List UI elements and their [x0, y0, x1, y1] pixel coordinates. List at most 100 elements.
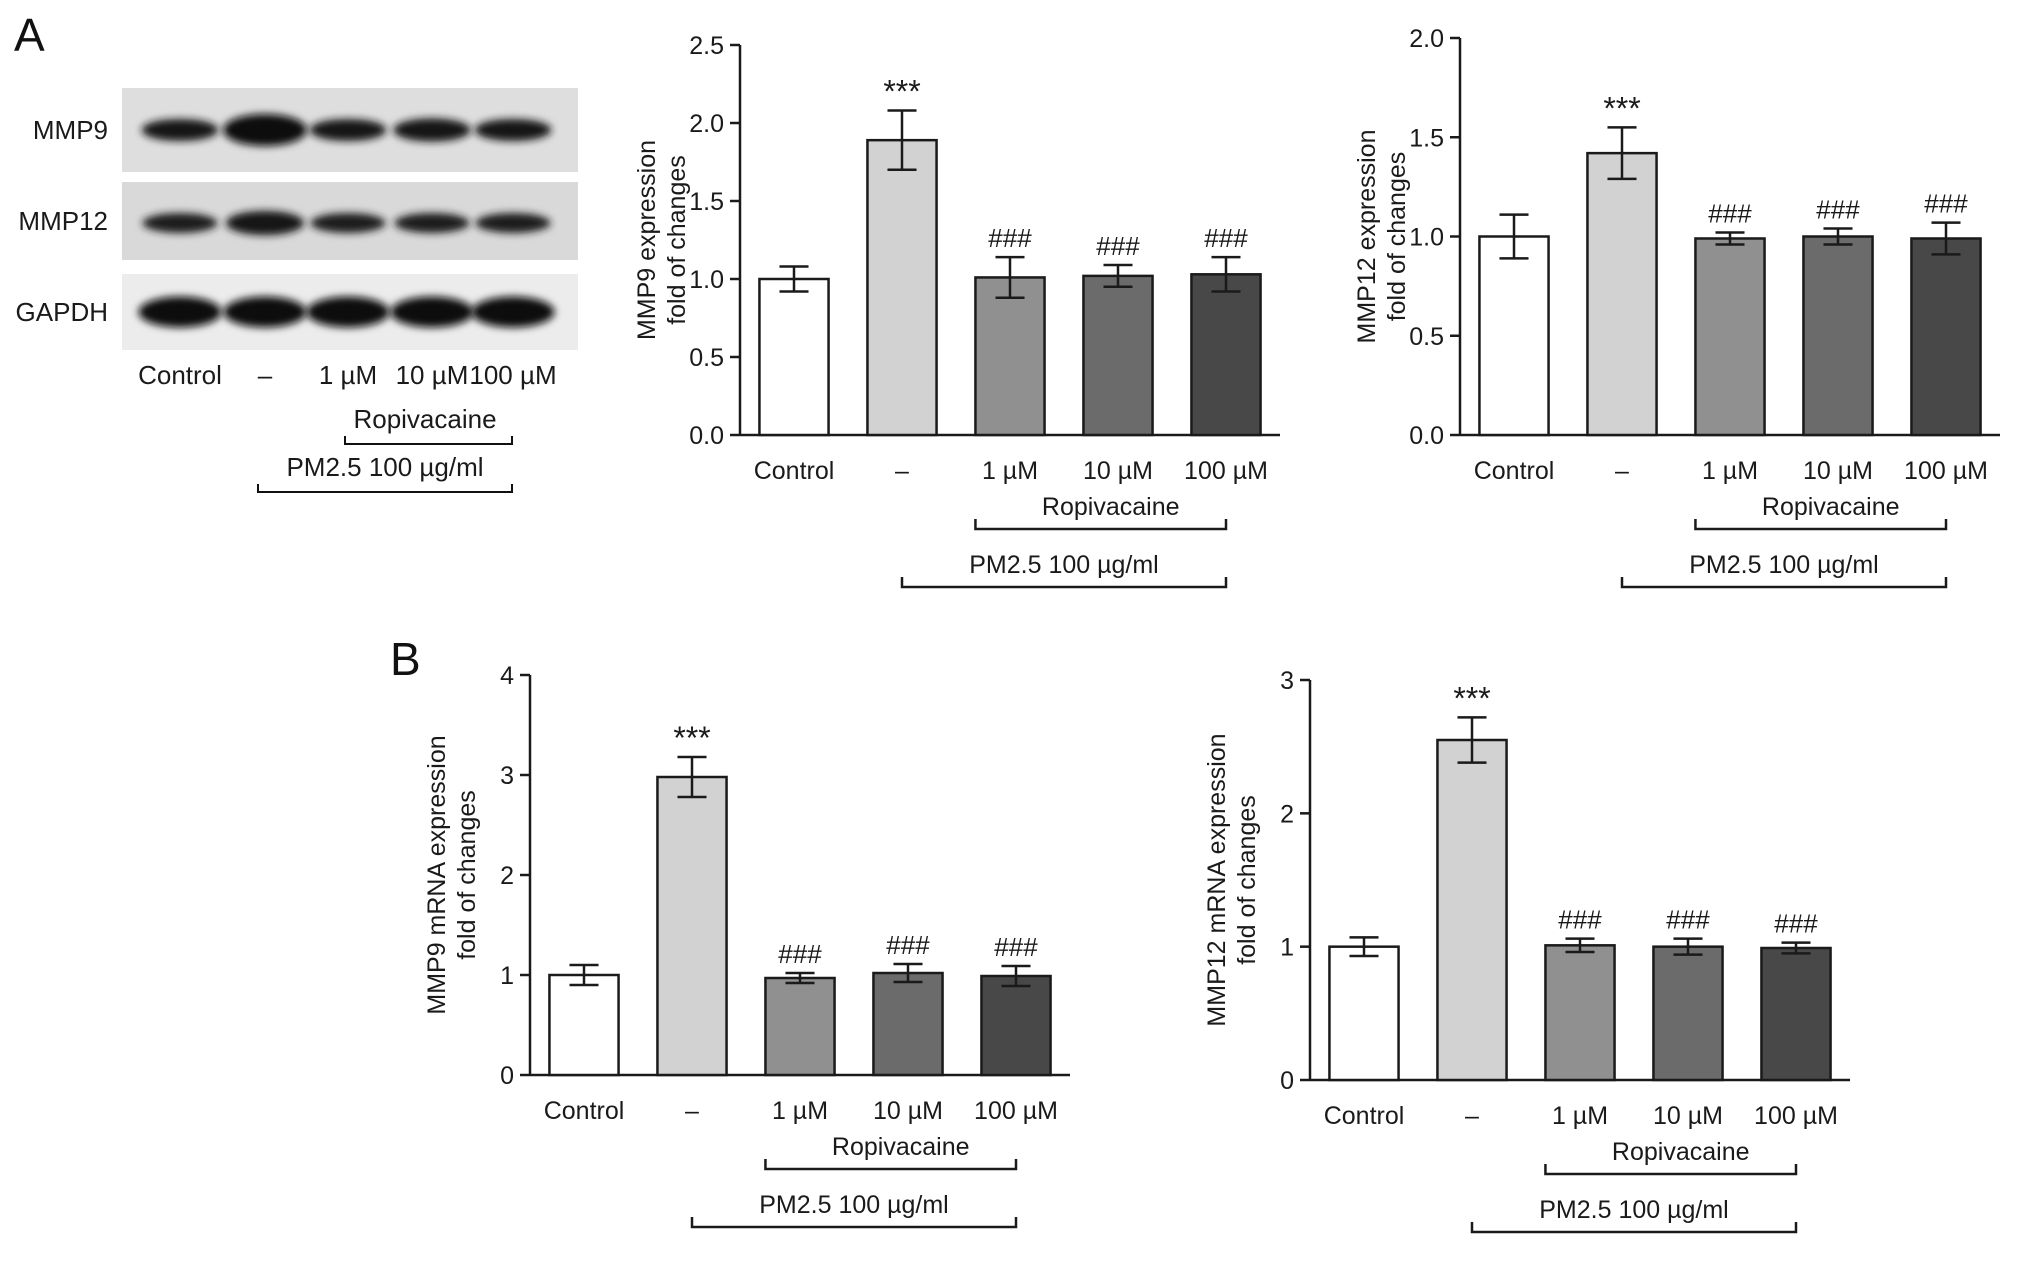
blot-band	[393, 118, 471, 142]
ropivacaine-bracket	[1544, 1164, 1798, 1176]
significance-hashes: ###	[1096, 231, 1140, 261]
y-tick-label: 0.5	[1409, 323, 1444, 351]
x-tick-label: 1 µM	[1702, 457, 1758, 485]
y-axis-label-line2: fold of changes	[1233, 795, 1261, 965]
significance-hashes: ###	[1558, 905, 1602, 935]
x-tick-label: Control	[1324, 1102, 1405, 1130]
significance-hashes: ###	[1924, 189, 1968, 219]
panel-label-b: B	[390, 633, 421, 685]
y-tick-label: 3	[500, 762, 514, 790]
y-tick-label: 2.0	[1409, 25, 1444, 53]
pm-bracket	[1620, 577, 1948, 589]
x-tick-label: 1 µM	[772, 1097, 828, 1125]
bar	[1328, 945, 1400, 1082]
blot-ropivacaine-bracket	[344, 436, 513, 445]
bar	[1910, 237, 1982, 437]
blot-band	[310, 213, 386, 233]
bar	[1082, 274, 1154, 437]
bar	[1694, 237, 1766, 437]
y-axis-label-line2: fold of changes	[1383, 152, 1411, 322]
y-tick-label: 4	[500, 662, 514, 690]
y-tick-label: 1	[1280, 934, 1294, 962]
x-tick-label: Control	[754, 457, 835, 485]
y-axis-label-line1: MMP12 expression	[1353, 130, 1381, 344]
y-tick-label: 1	[500, 962, 514, 990]
ropivacaine-label: Ropivacaine	[1762, 493, 1900, 521]
bar	[866, 138, 938, 437]
x-tick-label: 100 µM	[974, 1097, 1058, 1125]
bar	[548, 973, 620, 1077]
pm-bracket	[900, 577, 1228, 589]
blot-band	[471, 296, 555, 328]
blot-lane-label: Control	[138, 360, 222, 390]
y-tick-label: 1.0	[1409, 224, 1444, 252]
ropivacaine-label: Ropivacaine	[1042, 493, 1180, 521]
blot-row-label: MMP9	[33, 115, 108, 145]
ropivacaine-bracket	[764, 1159, 1018, 1171]
significance-hashes: ###	[886, 930, 930, 960]
y-tick-label: 3	[1280, 667, 1294, 695]
blot-lane-label: 1 µM	[319, 360, 377, 390]
chart-mmp9-mrna: 0 1 2 3 4 MMP9 mRNA expression fold of changes…	[423, 662, 1070, 1229]
blot-band	[223, 114, 307, 146]
bar	[872, 971, 944, 1077]
x-tick-label: 1 µM	[982, 457, 1038, 485]
y-axis-label-line1: MMP9 mRNA expression	[423, 735, 451, 1014]
significance-hashes: ###	[1774, 909, 1818, 939]
bar	[1190, 273, 1262, 437]
bar	[1478, 235, 1550, 437]
x-tick-label: 100 µM	[1904, 457, 1988, 485]
y-tick-label: 0.0	[1409, 422, 1444, 450]
y-tick-label: 1.5	[1409, 124, 1444, 152]
blot-lane-label: –	[258, 360, 273, 390]
blot-band	[142, 213, 218, 233]
significance-hashes: ###	[1816, 195, 1860, 225]
x-tick-label: –	[1615, 457, 1629, 485]
western-blot-image: MMP9 MMP12 GAPDH Control – 1 µM 10 µM 100 µM Rop…	[16, 88, 578, 493]
bar	[1760, 946, 1832, 1082]
y-tick-label: 0.0	[689, 422, 724, 450]
bar	[1802, 235, 1874, 437]
bar	[1586, 151, 1658, 437]
pm-bracket	[1470, 1222, 1798, 1234]
blot-band	[394, 213, 470, 233]
significance-hashes: ###	[1666, 905, 1710, 935]
blot-band	[390, 296, 474, 328]
significance-stars: ***	[673, 720, 710, 756]
bar	[980, 974, 1052, 1077]
blot-band	[475, 213, 551, 233]
x-tick-label: 100 µM	[1754, 1102, 1838, 1130]
x-tick-label: Control	[1474, 457, 1555, 485]
ropivacaine-label: Ropivacaine	[832, 1133, 970, 1161]
y-tick-label: 2.5	[689, 32, 724, 60]
significance-hashes: ###	[988, 223, 1032, 253]
x-tick-label: 10 µM	[1083, 457, 1153, 485]
significance-hashes: ###	[994, 932, 1038, 962]
significance-stars: ***	[1453, 680, 1490, 716]
y-tick-label: 1.0	[689, 266, 724, 294]
x-tick-label: 10 µM	[873, 1097, 943, 1125]
blot-pm-bracket	[257, 484, 513, 493]
chart-mmp9-protein: 0.0 0.5 1.0 1.5 2.0 2.5 MMP9 expression fold of…	[633, 32, 1280, 589]
bar	[758, 277, 830, 437]
blot-band	[306, 296, 390, 328]
pm-bracket	[690, 1217, 1018, 1229]
x-tick-label: 100 µM	[1184, 457, 1268, 485]
blot-band	[223, 296, 307, 328]
blot-band	[225, 210, 305, 236]
blot-band	[141, 118, 219, 142]
blot-band	[309, 118, 387, 142]
y-tick-label: 0	[1280, 1067, 1294, 1095]
y-axis-label-line2: fold of changes	[663, 155, 691, 325]
blot-lane-label: 10 µM	[396, 360, 469, 390]
pm-label: PM2.5 100 µg/ml	[1689, 551, 1879, 579]
significance-hashes: ###	[1708, 199, 1752, 229]
significance-hashes: ###	[778, 939, 822, 969]
chart-mmp12-mrna: 0 1 2 3 MMP12 mRNA expression fold of changes…	[1203, 667, 1850, 1234]
blot-row-label: MMP12	[18, 206, 108, 236]
blot-lane-label: 100 µM	[469, 360, 556, 390]
pm-label: PM2.5 100 µg/ml	[1539, 1196, 1729, 1224]
pm-label: PM2.5 100 µg/ml	[759, 1191, 949, 1219]
chart-mmp12-protein: 0.0 0.5 1.0 1.5 2.0 MMP12 expression fold of c…	[1353, 25, 2000, 589]
